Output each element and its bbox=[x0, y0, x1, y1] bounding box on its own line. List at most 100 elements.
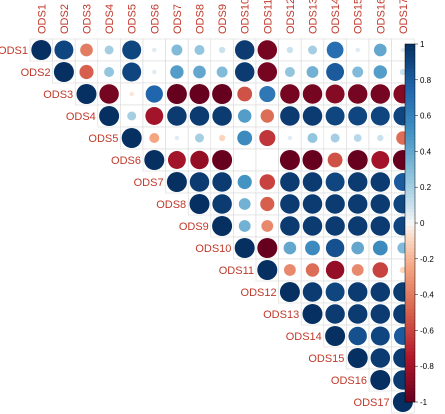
corr-circle-ods11-ods17 bbox=[399, 266, 407, 274]
colorbar-segment bbox=[405, 104, 415, 109]
colorbar-segment bbox=[405, 86, 415, 91]
colorbar-segment bbox=[405, 97, 415, 102]
colorbar-segment bbox=[405, 108, 415, 113]
colorbar-segment bbox=[405, 323, 415, 328]
corr-circle-ods6-ods13 bbox=[302, 150, 323, 170]
colorbar-segment bbox=[405, 54, 415, 59]
colorbar-segment bbox=[405, 330, 415, 335]
colorbar-segment bbox=[405, 112, 415, 116]
colorbar-segment bbox=[405, 341, 415, 346]
corr-circle-ods5-ods11 bbox=[259, 129, 276, 147]
corr-circle-ods10-ods11 bbox=[257, 238, 278, 258]
corr-circle-ods1-ods6 bbox=[152, 47, 157, 53]
corr-circle-ods3-ods3 bbox=[76, 84, 97, 104]
corr-circle-ods1-ods17 bbox=[400, 47, 406, 53]
colorbar-segment bbox=[405, 90, 415, 95]
colorbar-tick-label: -0.4 bbox=[420, 291, 434, 300]
corr-circle-ods1-ods9 bbox=[218, 46, 226, 54]
corr-circle-ods10-ods12 bbox=[283, 241, 297, 255]
corr-circle-ods13-ods15 bbox=[347, 304, 368, 324]
corr-circle-ods6-ods15 bbox=[347, 150, 368, 170]
row-label-ods11: ODS11 bbox=[219, 265, 254, 277]
row-label-ods5: ODS5 bbox=[88, 133, 118, 145]
colorbar: 1 0.8 0.6 0.4 0.2 0 -0.2 -0.4 -0.6 -0.8 -1 bbox=[404, 40, 434, 407]
colorbar-segment bbox=[405, 237, 415, 242]
corr-circle-ods2-ods9 bbox=[216, 66, 228, 78]
row-label-ods6: ODS6 bbox=[111, 155, 141, 167]
corr-circle-ods5-ods8 bbox=[195, 133, 204, 143]
corr-circle-ods6-ods9 bbox=[212, 150, 233, 170]
corr-circle-ods6-ods14 bbox=[327, 152, 343, 168]
colorbar-segment bbox=[405, 262, 415, 267]
corr-circle-ods6-ods8 bbox=[190, 150, 209, 170]
corr-circle-ods2-ods17 bbox=[399, 68, 407, 76]
corr-circle-ods7-ods13 bbox=[302, 172, 323, 192]
colorbar-segment bbox=[405, 151, 415, 156]
colorbar-tick-label: 0 bbox=[420, 219, 425, 228]
corr-circle-ods5-ods6 bbox=[149, 133, 160, 143]
corr-circle-ods4-ods9 bbox=[212, 106, 232, 126]
corr-circle-ods4-ods16 bbox=[370, 106, 390, 126]
colorbar-segment bbox=[405, 194, 415, 199]
corr-circle-ods3-ods11 bbox=[259, 85, 276, 103]
colorbar-segment bbox=[405, 183, 415, 188]
corr-circle-ods2-ods11 bbox=[257, 62, 278, 82]
corr-circle-ods9-ods14 bbox=[325, 216, 345, 236]
column-label-ods7: ODS7 bbox=[172, 4, 184, 34]
colorbar-segment bbox=[405, 122, 415, 127]
corr-circle-ods4-ods4 bbox=[99, 106, 120, 126]
corr-circle-ods9-ods13 bbox=[302, 216, 323, 236]
corr-circle-ods5-ods9 bbox=[218, 134, 226, 142]
colorbar-segment bbox=[405, 255, 415, 260]
colorbar-segment bbox=[405, 298, 415, 303]
corr-circle-ods3-ods9 bbox=[212, 84, 233, 104]
colorbar-segment bbox=[405, 248, 415, 252]
colorbar-segment bbox=[405, 244, 415, 249]
column-label-ods5: ODS5 bbox=[127, 4, 139, 34]
corr-circle-ods2-ods14 bbox=[326, 63, 345, 81]
colorbar-segment bbox=[405, 394, 415, 399]
corr-circle-ods2-ods10 bbox=[234, 62, 255, 82]
corr-circle-ods2-ods4 bbox=[104, 67, 115, 77]
corr-circle-ods4-ods5 bbox=[127, 111, 137, 121]
corr-circle-ods4-ods11 bbox=[260, 109, 275, 123]
corr-circle-ods3-ods16 bbox=[370, 84, 391, 104]
colorbar-segment bbox=[405, 140, 415, 145]
corr-circle-ods7-ods14 bbox=[325, 172, 345, 192]
row-label-ods2: ODS2 bbox=[21, 67, 51, 79]
corr-circle-ods9-ods10 bbox=[238, 220, 251, 232]
colorbar-segment bbox=[405, 283, 415, 288]
colorbar-tick-label: 0.6 bbox=[420, 112, 432, 121]
colorbar-segment bbox=[405, 326, 415, 331]
column-label-ods2: ODS2 bbox=[59, 4, 71, 34]
column-label-ods12: ODS12 bbox=[285, 0, 297, 34]
colorbar-segment bbox=[405, 190, 415, 195]
corr-circle-ods11-ods15 bbox=[351, 264, 364, 276]
corr-circle-ods4-ods12 bbox=[280, 106, 300, 126]
colorbar-tick-label: -0.6 bbox=[420, 326, 434, 335]
corr-circle-ods15-ods16 bbox=[370, 348, 391, 368]
corr-circle-ods11-ods12 bbox=[283, 264, 296, 276]
corr-circle-ods7-ods15 bbox=[347, 172, 368, 192]
column-label-ods6: ODS6 bbox=[149, 4, 161, 34]
corr-circle-ods5-ods12 bbox=[287, 135, 293, 141]
corr-circle-ods11-ods16 bbox=[372, 262, 389, 278]
colorbar-segment bbox=[405, 333, 415, 338]
corr-circle-ods10-ods13 bbox=[305, 240, 320, 256]
corr-circle-ods12-ods12 bbox=[279, 282, 300, 302]
colorbar-segment bbox=[405, 240, 415, 245]
corr-circle-ods7-ods11 bbox=[259, 174, 276, 190]
row-label-ods4: ODS4 bbox=[66, 111, 96, 123]
colorbar-segment bbox=[405, 391, 415, 396]
colorbar-segment bbox=[405, 398, 415, 403]
corr-circle-ods4-ods13 bbox=[302, 106, 323, 126]
corr-circle-ods1-ods16 bbox=[373, 43, 387, 57]
corr-circle-ods2-ods3 bbox=[79, 64, 94, 80]
colorbar-segment bbox=[405, 269, 415, 274]
colorbar-segment bbox=[405, 233, 415, 238]
corr-circle-ods5-ods7 bbox=[174, 135, 180, 141]
colorbar-segment bbox=[405, 380, 415, 385]
corr-circle-ods3-ods13 bbox=[302, 84, 323, 104]
colorbar-segment bbox=[405, 316, 415, 320]
colorbar-segment bbox=[405, 305, 415, 310]
